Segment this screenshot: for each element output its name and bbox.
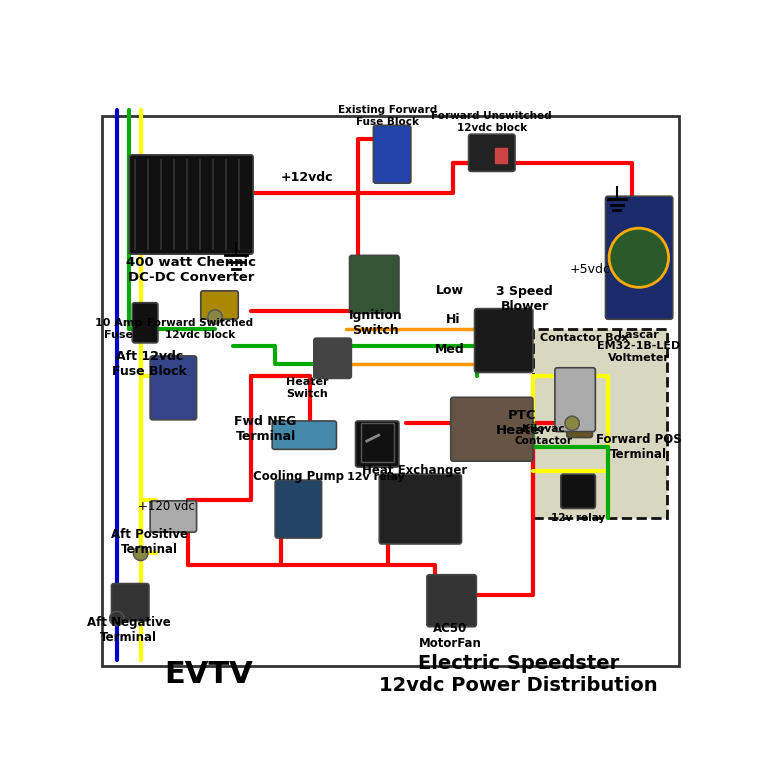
FancyBboxPatch shape	[349, 256, 399, 313]
Text: 12v relay: 12v relay	[551, 513, 605, 523]
FancyBboxPatch shape	[200, 291, 238, 319]
Text: EVTV: EVTV	[164, 660, 253, 689]
FancyBboxPatch shape	[151, 501, 197, 532]
FancyBboxPatch shape	[314, 338, 351, 379]
FancyBboxPatch shape	[272, 421, 336, 449]
Text: +5vdc: +5vdc	[570, 263, 611, 276]
Text: Electric Speedster
12vdc Power Distribution: Electric Speedster 12vdc Power Distribut…	[379, 654, 658, 695]
FancyBboxPatch shape	[561, 474, 595, 508]
Text: Fwd NEG
Terminal: Fwd NEG Terminal	[234, 415, 296, 443]
Text: Kilovac
Contactor: Kilovac Contactor	[515, 425, 573, 446]
Text: 3 Speed
Blower: 3 Speed Blower	[496, 285, 553, 313]
Circle shape	[565, 416, 579, 430]
Text: Cooling Pump: Cooling Pump	[253, 470, 344, 483]
FancyBboxPatch shape	[111, 584, 149, 621]
Text: 400 watt Chennic
DC-DC Converter: 400 watt Chennic DC-DC Converter	[126, 256, 257, 283]
Bar	[495, 148, 507, 163]
FancyBboxPatch shape	[132, 303, 158, 343]
Circle shape	[134, 546, 147, 561]
Text: 12v relay: 12v relay	[347, 472, 405, 482]
FancyBboxPatch shape	[373, 125, 411, 184]
Circle shape	[110, 611, 124, 626]
Text: Aft 12vdc
Fuse Block: Aft 12vdc Fuse Block	[112, 350, 187, 378]
Bar	[534, 329, 667, 518]
Text: Aft Negative
Terminal: Aft Negative Terminal	[87, 616, 170, 644]
Text: Ignition
Switch: Ignition Switch	[349, 309, 402, 337]
Text: Contactor Box: Contactor Box	[540, 333, 628, 343]
Text: AC50
MotorFan: AC50 MotorFan	[419, 622, 482, 650]
Circle shape	[609, 228, 669, 287]
FancyBboxPatch shape	[129, 155, 253, 254]
Text: Existing Forward
Fuse Block: Existing Forward Fuse Block	[338, 105, 437, 127]
Text: Forward Unswitched
12vdc block: Forward Unswitched 12vdc block	[432, 111, 552, 133]
FancyBboxPatch shape	[151, 356, 197, 420]
Text: Heater
Switch: Heater Switch	[286, 377, 329, 399]
FancyBboxPatch shape	[555, 368, 595, 432]
Text: +12vdc: +12vdc	[281, 171, 333, 184]
FancyBboxPatch shape	[451, 397, 533, 461]
FancyBboxPatch shape	[356, 421, 399, 467]
FancyBboxPatch shape	[379, 474, 462, 544]
Text: Lascar
EM32-1B-LED
Voltmeter: Lascar EM32-1B-LED Voltmeter	[598, 329, 680, 363]
FancyBboxPatch shape	[468, 134, 515, 171]
FancyBboxPatch shape	[427, 574, 476, 627]
Circle shape	[208, 310, 222, 324]
FancyBboxPatch shape	[605, 197, 673, 319]
Text: 10 Amp
Fuse: 10 Amp Fuse	[95, 318, 142, 339]
Text: Forward Switched
12vdc block: Forward Switched 12vdc block	[147, 318, 253, 339]
Text: Med: Med	[435, 343, 465, 356]
FancyBboxPatch shape	[567, 409, 592, 438]
Text: Hi: Hi	[446, 313, 460, 326]
Text: Aft Positive
Terminal: Aft Positive Terminal	[111, 528, 188, 555]
Bar	[361, 423, 393, 462]
FancyBboxPatch shape	[275, 480, 322, 538]
Text: Heat Exchanger: Heat Exchanger	[362, 464, 467, 477]
Text: +120 vdc: +120 vdc	[137, 500, 194, 512]
FancyBboxPatch shape	[475, 309, 533, 372]
Text: PTC
Heater: PTC Heater	[496, 409, 547, 437]
Text: Low: Low	[436, 283, 464, 296]
Text: Forward POS
Terminal: Forward POS Terminal	[596, 433, 682, 461]
